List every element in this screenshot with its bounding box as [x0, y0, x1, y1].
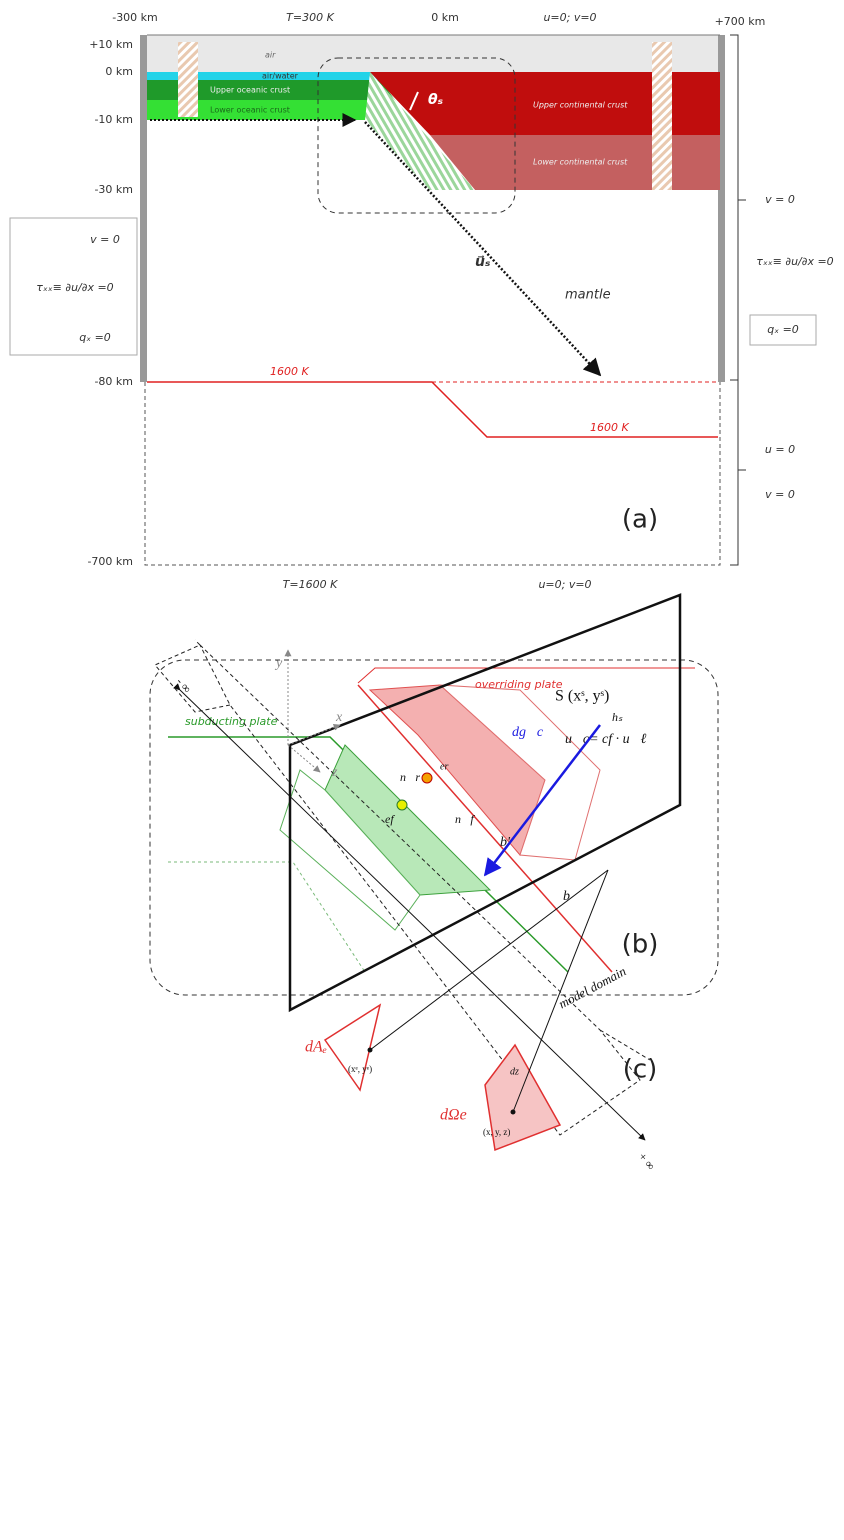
axis-label: z — [331, 765, 338, 780]
point-v — [511, 1110, 516, 1115]
isotherm — [147, 382, 718, 437]
point-e — [368, 1048, 373, 1053]
bc-label: u = 0 — [765, 443, 795, 456]
depth-label: -30 km — [94, 183, 133, 196]
dOmega-label: dΩe — [440, 1107, 467, 1124]
figure: -300 km 0 km +700 km T=300 K u=0; v=0 +1… — [0, 0, 844, 1540]
x-label: 0 km — [431, 11, 459, 24]
top-bc: T=300 K — [286, 11, 334, 24]
lower-boundary — [145, 382, 720, 565]
e-coords: (xᵉ, yᵉ) — [348, 1064, 372, 1074]
bc-label: v = 0 — [765, 193, 795, 206]
panel-label: (c) — [623, 1055, 658, 1085]
angle-label: θₛ — [428, 92, 443, 108]
depth-label: -80 km — [94, 375, 133, 388]
bottom-bc: T=1600 K — [283, 578, 338, 591]
bc-label: v = 0 — [90, 233, 120, 246]
inf-label: - ∞ — [174, 675, 195, 696]
panel-a: -300 km 0 km +700 km T=300 K u=0; v=0 +1… — [10, 11, 834, 591]
b-label: b — [563, 889, 570, 904]
bc-label: v = 0 — [765, 488, 795, 501]
layer-label: air/water — [262, 72, 299, 81]
plate-label: overriding plate — [475, 678, 563, 691]
left-wall — [140, 35, 147, 382]
axis-label: y — [274, 656, 283, 671]
inf-label: + ∞ — [636, 1150, 659, 1173]
b-prime-label: b' — [500, 835, 511, 850]
panel-label: (b) — [622, 930, 659, 960]
axis-z — [288, 745, 320, 772]
x-label: -300 km — [112, 11, 158, 24]
bc-label: qₓ =0 — [79, 331, 111, 344]
velocity-label: u⃗ₛ — [475, 254, 490, 270]
xyz-label: (x, y, z) — [483, 1127, 510, 1137]
element-r: er — [440, 761, 448, 772]
panel-label: (a) — [622, 505, 658, 535]
bc-label: qₓ =0 — [767, 323, 799, 336]
air-layer — [145, 35, 720, 72]
h-label: hₛ — [612, 710, 623, 724]
layer-label: air — [265, 51, 276, 60]
depth-label: -700 km — [87, 555, 133, 568]
page: {"panel_a": {"label": "(a)", "top_labels… — [0, 0, 844, 1540]
depth-label: 0 km — [105, 65, 133, 78]
source-label: S (xˢ, yˢ) — [555, 688, 609, 705]
dz-label: dz — [510, 1066, 519, 1077]
isotherm-label: 1600 K — [590, 421, 629, 434]
axis-label: x — [335, 710, 343, 725]
layer-label: Upper oceanic crust — [210, 86, 290, 95]
hatched-column — [652, 42, 672, 190]
element-dA — [325, 1005, 380, 1090]
normal-f: n⃗f — [455, 812, 475, 826]
layer-label: mantle — [565, 288, 611, 303]
isotherm-label: 1600 K — [270, 365, 309, 378]
depth-label: +10 km — [89, 38, 133, 51]
plate-label: subducting plate — [185, 715, 278, 728]
bc-label: τₓₓ≡ ∂u/∂x =0 — [756, 255, 833, 268]
braces — [730, 35, 746, 565]
dA-label: dAₑ — [305, 1039, 327, 1056]
normal-r: n⃗r — [400, 770, 420, 784]
depth-label: -10 km — [94, 113, 133, 126]
dg-label: dg⃗c — [512, 725, 544, 740]
equation: u⃗c= cf · u⃗ℓ — [565, 732, 647, 747]
x-label: +700 km — [715, 15, 766, 28]
layer-label: Upper continental crust — [533, 101, 628, 110]
node-r — [422, 773, 432, 783]
panel-b: overriding plate subducting plate u⃗c= c… — [150, 660, 718, 995]
hatched-column — [178, 42, 198, 117]
top-bc: u=0; v=0 — [543, 11, 596, 24]
node-f — [397, 800, 407, 810]
layer-label: Lower continental crust — [533, 158, 628, 167]
bottom-bc: u=0; v=0 — [538, 578, 591, 591]
bc-label: τₓₓ≡ ∂u/∂x =0 — [36, 281, 113, 294]
layer-label: Lower oceanic crust — [210, 106, 290, 115]
